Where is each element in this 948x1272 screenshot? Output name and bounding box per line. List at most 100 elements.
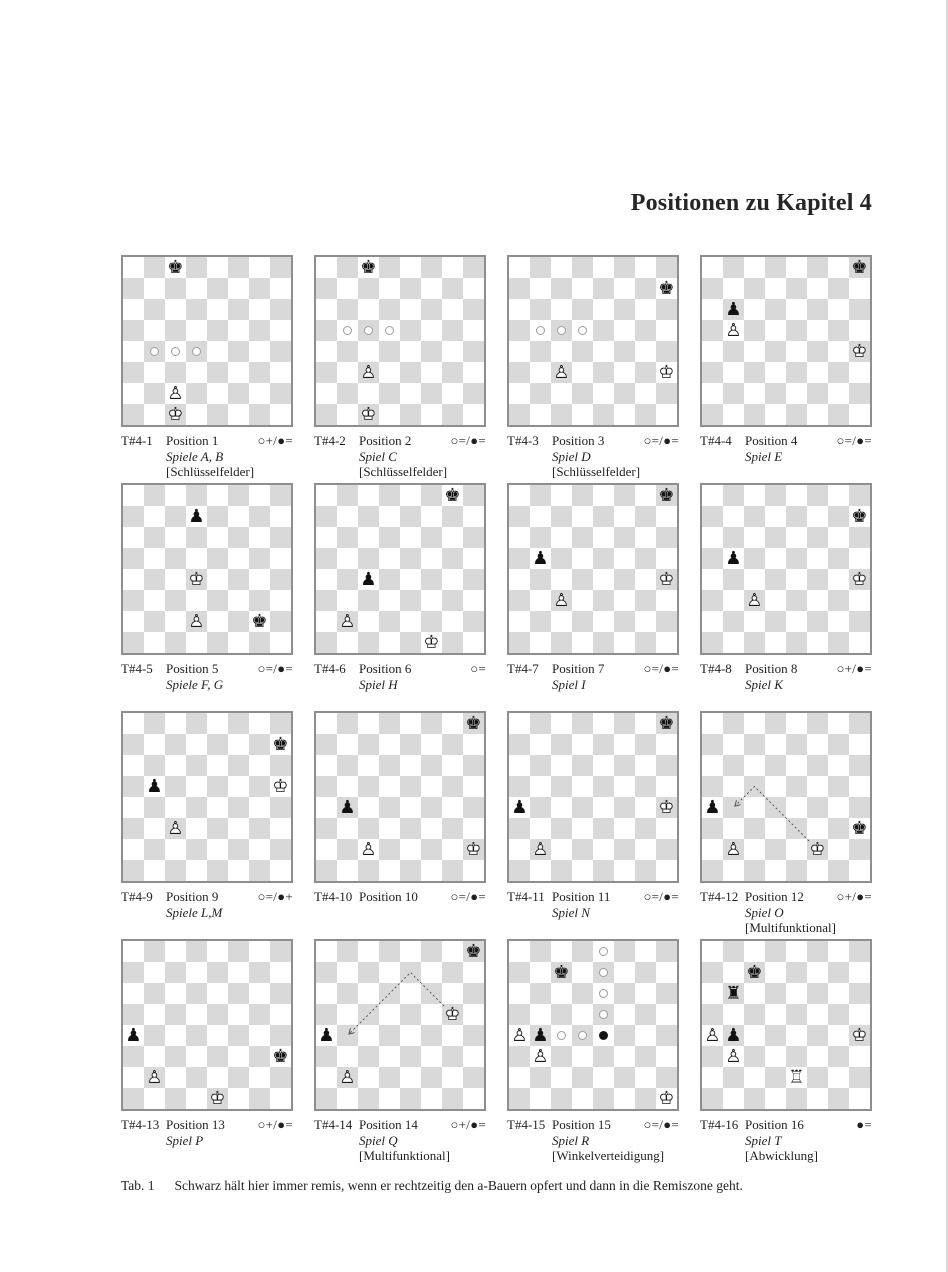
board-square [593,320,614,341]
caption-main-row: T#4-5 Position 5 ○=/●= [121,661,293,677]
board-square [656,257,677,278]
board-square [614,797,635,818]
board-square [379,404,400,425]
board-square [530,713,551,734]
board-square [400,485,421,506]
board-square [593,1046,614,1067]
board-square [249,299,270,320]
board-square [358,1004,379,1025]
board-square [270,734,291,755]
board-square [463,776,484,797]
board-square [421,485,442,506]
board-square [337,257,358,278]
board-square [316,569,337,590]
board-square [421,341,442,362]
result-code: ○= [470,661,486,676]
board-square [228,278,249,299]
board-square [744,485,765,506]
board-square [379,362,400,383]
position-label: Position 15 [552,1117,611,1132]
board-square [723,548,744,569]
theme-tag: [Multifunktional] [359,1148,450,1163]
diagram-cell: ♚ ♟ ♟ ♙ ♚ ♔ T#4-6 Position 6 ○= Spiel H [314,483,486,711]
position-label: Position 1 [166,433,219,448]
board-square [744,632,765,653]
caption-main-row: T#4-11 Position 11 ○=/●= [507,889,679,905]
board-square [358,860,379,881]
board-square [421,278,442,299]
board-square [463,839,484,860]
board-square [186,776,207,797]
board-square [849,341,870,362]
board-square [186,632,207,653]
board-square [786,1067,807,1088]
black-king-piece: ♚ [658,278,675,299]
board-square [551,839,572,860]
chess-board: ♚ ♟ ♙ ♚ ♔ [121,255,293,427]
board-square [786,962,807,983]
board-square [765,341,786,362]
board-square [656,983,677,1004]
board-square [337,860,358,881]
board-square [358,962,379,983]
board-square [614,257,635,278]
board-square [421,590,442,611]
board-square [849,611,870,632]
board-square [379,278,400,299]
board-square [442,362,463,383]
board-square [186,1025,207,1046]
board-square [123,320,144,341]
board-square [165,383,186,404]
board-square [400,611,421,632]
white-circle-marker [599,947,608,956]
game-label: Spiele F, G [166,676,224,692]
board-square [849,1025,870,1046]
board-square [807,320,828,341]
black-king-piece: ♚ [658,713,675,734]
board-square [442,341,463,362]
board-square [849,569,870,590]
board-square [165,1067,186,1088]
diagram-caption: T#4-4 Position 4 ○=/●= Spiel E [700,433,872,464]
board-square [123,632,144,653]
board-square [379,1004,400,1025]
board-square [530,590,551,611]
board-square [400,362,421,383]
board-square [249,1025,270,1046]
board-square [849,548,870,569]
board-square [358,611,379,632]
board-square [337,734,358,755]
diagram-cell: ♚ ♟ ♟ ♙ ♚ ♔ T#4-14 Position 14 ○+/●= Spiel Q [Mult… [314,939,486,1167]
board-square [421,362,442,383]
board-square [463,569,484,590]
board-square [849,860,870,881]
board-square [270,611,291,632]
board-square [786,860,807,881]
board-square [765,734,786,755]
board-square [828,611,849,632]
board-square [144,1004,165,1025]
board-square [228,983,249,1004]
board-square [442,485,463,506]
board-square [421,569,442,590]
board-square [337,839,358,860]
board-square [572,257,593,278]
board-square [442,983,463,1004]
board-square [530,569,551,590]
board-square [744,404,765,425]
board-square [316,1025,337,1046]
board-square [144,506,165,527]
board-square [358,983,379,1004]
white-pawn-piece: ♟ ♙ [360,839,377,860]
board-square [723,320,744,341]
board-square [144,941,165,962]
board-square [702,962,723,983]
board-square [270,776,291,797]
board-square [463,404,484,425]
board-square [249,257,270,278]
board-square [702,320,723,341]
board-square [442,713,463,734]
board-square [765,941,786,962]
board-square [509,962,530,983]
board-square [165,590,186,611]
